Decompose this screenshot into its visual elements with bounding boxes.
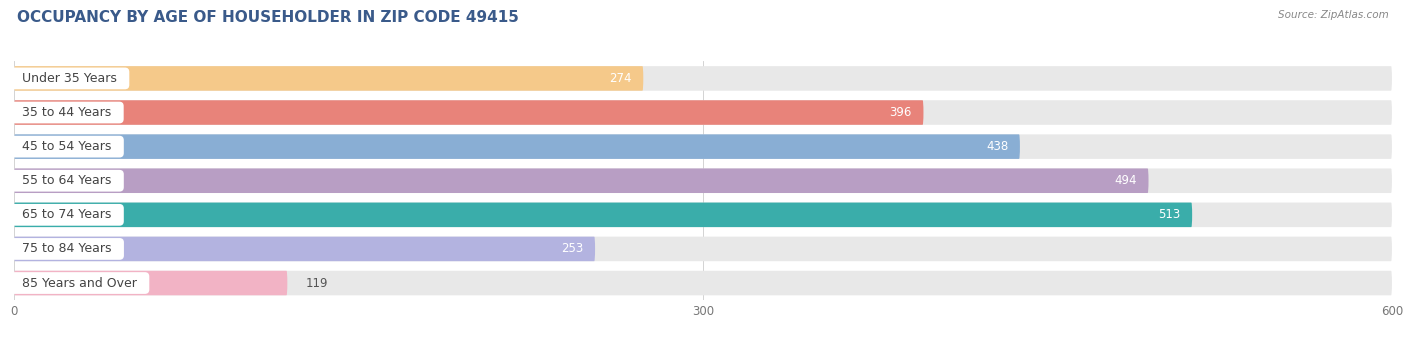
Text: 119: 119 — [305, 277, 328, 290]
Text: 75 to 84 Years: 75 to 84 Years — [14, 242, 120, 255]
FancyBboxPatch shape — [14, 100, 1392, 125]
Text: 494: 494 — [1115, 174, 1137, 187]
FancyBboxPatch shape — [14, 134, 1019, 159]
FancyBboxPatch shape — [14, 66, 1392, 91]
FancyBboxPatch shape — [14, 237, 595, 261]
FancyBboxPatch shape — [14, 168, 1149, 193]
Text: Under 35 Years: Under 35 Years — [14, 72, 125, 85]
FancyBboxPatch shape — [14, 271, 287, 295]
Text: 65 to 74 Years: 65 to 74 Years — [14, 208, 120, 221]
Text: OCCUPANCY BY AGE OF HOUSEHOLDER IN ZIP CODE 49415: OCCUPANCY BY AGE OF HOUSEHOLDER IN ZIP C… — [17, 10, 519, 25]
FancyBboxPatch shape — [14, 271, 1392, 295]
Text: 396: 396 — [890, 106, 912, 119]
Text: 274: 274 — [609, 72, 631, 85]
FancyBboxPatch shape — [14, 168, 1392, 193]
Text: Source: ZipAtlas.com: Source: ZipAtlas.com — [1278, 10, 1389, 20]
FancyBboxPatch shape — [14, 203, 1192, 227]
Text: 253: 253 — [561, 242, 583, 255]
FancyBboxPatch shape — [14, 237, 1392, 261]
FancyBboxPatch shape — [14, 134, 1392, 159]
Text: 438: 438 — [986, 140, 1008, 153]
Text: 35 to 44 Years: 35 to 44 Years — [14, 106, 120, 119]
Text: 45 to 54 Years: 45 to 54 Years — [14, 140, 120, 153]
Text: 85 Years and Over: 85 Years and Over — [14, 277, 145, 290]
Text: 55 to 64 Years: 55 to 64 Years — [14, 174, 120, 187]
FancyBboxPatch shape — [14, 100, 924, 125]
FancyBboxPatch shape — [14, 203, 1392, 227]
FancyBboxPatch shape — [14, 66, 644, 91]
Text: 513: 513 — [1159, 208, 1181, 221]
